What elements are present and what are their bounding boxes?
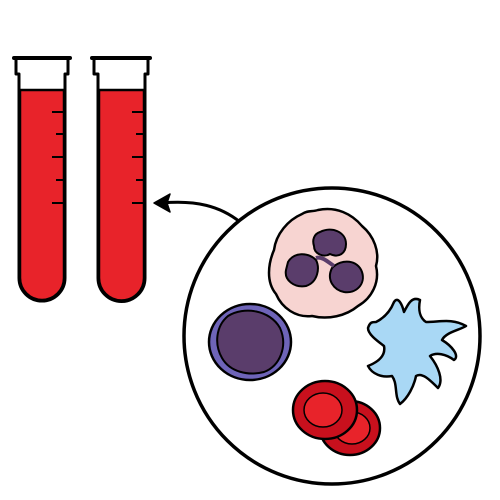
red-blood-cells (291, 379, 382, 457)
test-tube-1 (12, 56, 72, 303)
neutrophil (267, 207, 379, 319)
lymphocyte (207, 302, 293, 382)
test-tube-2 (90, 56, 152, 303)
red-blood-cell-front (291, 379, 359, 441)
magnifier-circle (182, 186, 482, 486)
tube-1-scale (52, 111, 64, 204)
lymphocyte-nucleus (216, 309, 285, 375)
neutrophil-nucleus-lobe-2 (284, 253, 319, 288)
platelet (366, 297, 468, 406)
tube-2-blood (97, 88, 146, 302)
neutrophil-nucleus-link (315, 255, 336, 268)
neutrophil-nucleus-lobe-1 (312, 228, 348, 257)
arrow-icon (153, 193, 242, 224)
tube-2-scale (132, 111, 144, 204)
tube-1-blood (18, 88, 66, 302)
neutrophil-nucleus-lobe-3 (328, 260, 364, 294)
neutrophil-cytoplasm (267, 207, 379, 319)
